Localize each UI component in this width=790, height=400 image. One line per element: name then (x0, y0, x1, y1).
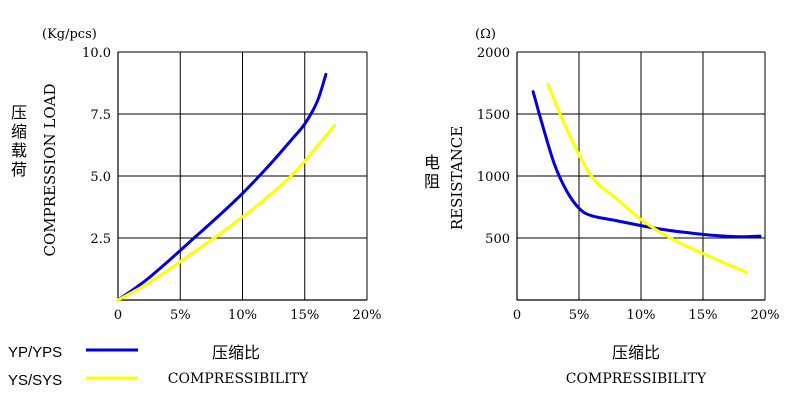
right-chart: 电阻 0 5% 10% 15% 20% 500 1000 1500 2000 (424, 46, 779, 323)
left-ylabel-cn-char: 荷 (11, 160, 27, 179)
left-ylabel-cn-char: 压 (11, 103, 27, 122)
right-series-yp-yps-line (531, 90, 762, 239)
right-y-tick-label: 1500 (477, 108, 510, 123)
right-series-ys-sys-line (546, 82, 748, 274)
right-ylabel-cn-char: 电 (424, 153, 440, 172)
left-x-tick-label: 10% (228, 308, 257, 323)
right-ylabel-en: RESISTANCE (448, 126, 466, 230)
right-xlabel-cn: 压缩比 (612, 343, 660, 362)
left-ylabel-cn-char: 载 (11, 141, 27, 160)
right-unit-label: (Ω) (475, 27, 496, 42)
left-chart-titles: (Kg/pcs) 压缩比 COMPRESSIBILITY COMPRESSION… (41, 27, 309, 387)
left-series-ys-sys-line (116, 123, 337, 302)
left-xlabel-cn: 压缩比 (212, 343, 260, 362)
right-y-tick-label: 1000 (477, 170, 510, 185)
left-x-tick-label: 20% (353, 308, 382, 323)
legend: YP/YPS YS/SYS (8, 344, 138, 389)
left-ylabel-en: COMPRESSION LOAD (41, 84, 59, 257)
left-y-tick-label: 2.5 (90, 232, 111, 247)
right-xlabel-en: COMPRESSIBILITY (566, 371, 707, 387)
right-ylabel-cn-char: 阻 (424, 172, 440, 191)
left-y-tick-label: 7.5 (90, 108, 111, 123)
legend-label-ys: YS/SYS (8, 372, 62, 389)
right-y-tick-label: 2000 (477, 46, 510, 61)
left-unit-label: (Kg/pcs) (42, 27, 97, 42)
right-y-tick-label: 500 (485, 232, 510, 247)
left-series-yp-yps-line (116, 72, 328, 302)
right-x-tick-label: 0 (513, 308, 521, 323)
left-xlabel-en: COMPRESSIBILITY (168, 371, 309, 387)
left-y-tick-label: 10.0 (82, 46, 111, 61)
right-chart-titles: (Ω) 压缩比 COMPRESSIBILITY RESISTANCE (448, 27, 707, 387)
left-x-tick-label: 5% (170, 308, 191, 323)
left-ylabel-cn-char: 缩 (11, 122, 27, 141)
left-x-tick-label: 0 (114, 308, 122, 323)
right-x-tick-label: 10% (627, 308, 656, 323)
left-y-tick-label: 5.0 (90, 170, 111, 185)
legend-label-yp: YP/YPS (8, 344, 62, 361)
right-x-tick-label: 5% (569, 308, 590, 323)
right-x-tick-label: 20% (751, 308, 780, 323)
right-x-tick-label: 15% (689, 308, 718, 323)
left-x-tick-label: 15% (290, 308, 319, 323)
